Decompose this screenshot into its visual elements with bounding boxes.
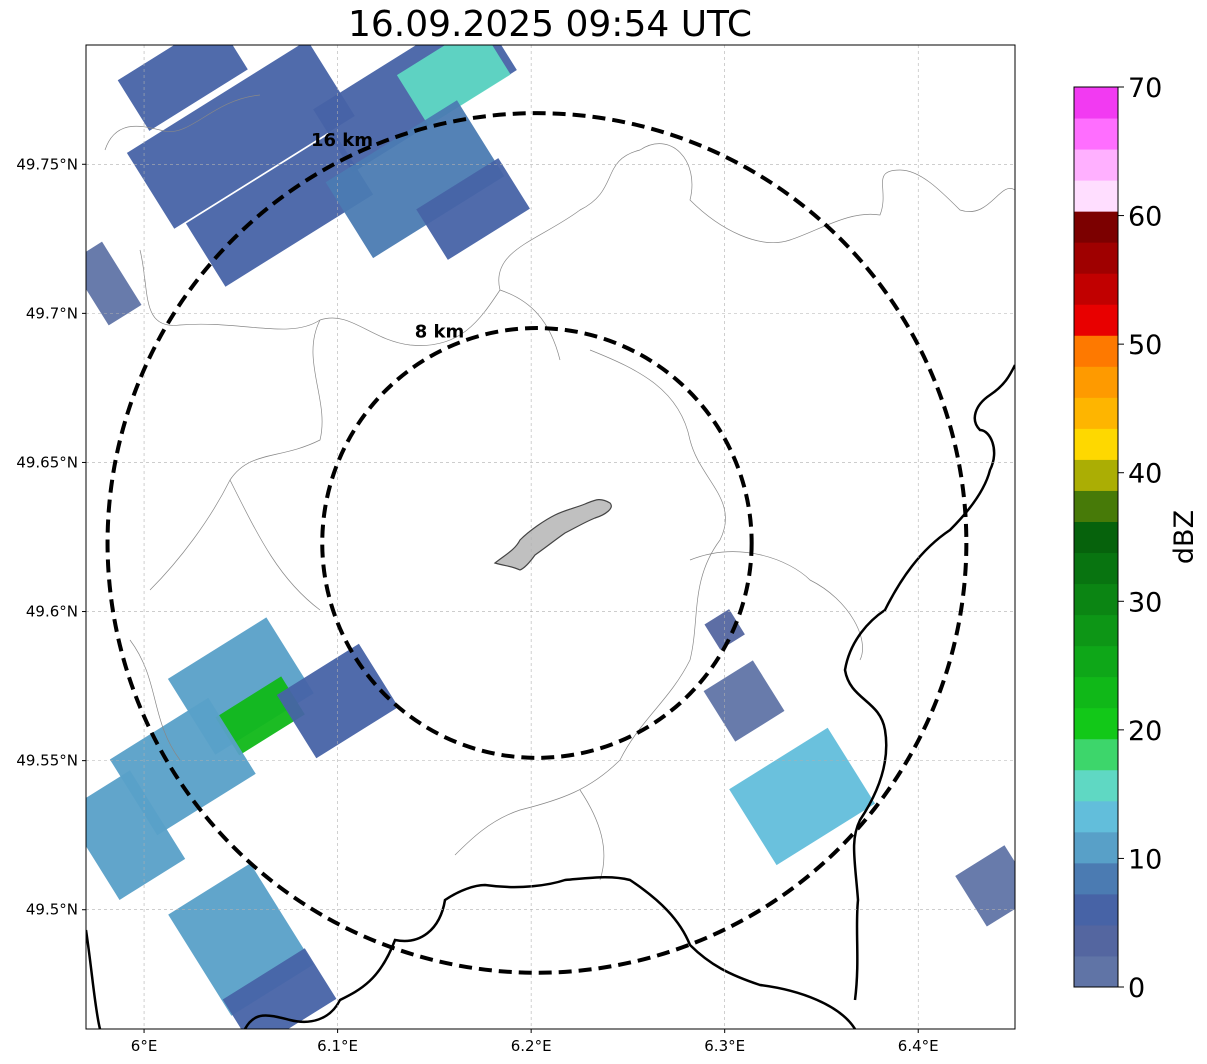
range-ring-label-0: 8 km — [415, 321, 465, 342]
colorbar-segment — [1074, 707, 1118, 740]
colorbar-segment — [1074, 614, 1118, 647]
boundary-layer — [86, 94, 1015, 1029]
map-title: 16.09.2025 09:54 UTC — [347, 4, 753, 45]
range-ring-8km — [320, 326, 754, 760]
colorbar-segment — [1074, 149, 1118, 181]
lon-tick-label: 6.3°E — [704, 1037, 745, 1055]
colorbar-segment — [1074, 521, 1118, 554]
radar-echo-12 — [86, 770, 186, 900]
radar-echo-5 — [416, 158, 530, 260]
gridlines — [86, 45, 1015, 1029]
range-rings: 8 km 16 km — [105, 111, 969, 975]
colorbar-tick-label: 60 — [1128, 202, 1162, 233]
radar-echo-18 — [955, 845, 1015, 927]
radar-echo-15 — [729, 727, 876, 866]
colorbar-segment — [1074, 459, 1118, 491]
colorbar-segment — [1074, 893, 1118, 926]
colorbar-segment — [1074, 273, 1118, 305]
colorbar-segment — [1074, 645, 1118, 678]
colorbar-label: dBZ — [1169, 510, 1200, 564]
radar-echo-2 — [396, 45, 511, 126]
colorbar-segment — [1074, 862, 1118, 895]
plot-frame — [85, 44, 1016, 1030]
lon-tick-label: 6.1°E — [317, 1037, 358, 1055]
lat-tick-label: 49.55°N — [16, 752, 78, 770]
colorbar-tick-label: 50 — [1128, 330, 1162, 361]
range-ring-label-1: 16 km — [311, 130, 373, 151]
colorbar-segment — [1074, 87, 1118, 119]
colorbar-tick-label: 20 — [1128, 716, 1162, 747]
lat-tick-label: 49.5°N — [26, 901, 78, 919]
colorbar-segment — [1074, 955, 1118, 988]
radar-echo-7 — [86, 241, 142, 326]
radar-echo-4 — [325, 100, 505, 259]
radar-echo-layer — [86, 45, 1015, 1029]
radar-echo-16 — [703, 660, 785, 742]
colorbar-segment — [1074, 118, 1118, 150]
colorbar-segment — [1074, 242, 1118, 274]
axis-labels: 6°E 6.1°E 6.2°E 6.3°E 6.4°E 49.5°N 49.55°N 49.6… — [16, 155, 938, 1055]
colorbar-segment — [1074, 366, 1118, 398]
colorbar-segment — [1074, 676, 1118, 709]
colorbar-segment — [1074, 769, 1118, 802]
range-ring-16km — [105, 111, 969, 975]
colorbar-segment — [1074, 211, 1118, 243]
colorbar-tick-label: 70 — [1128, 73, 1162, 104]
luxembourg-city-area — [493, 499, 612, 571]
colorbar-segment — [1074, 738, 1118, 771]
colorbar-tick-label: 0 — [1128, 973, 1145, 1004]
colorbar-tick-label: 10 — [1128, 844, 1162, 875]
colorbar-segment — [1074, 304, 1118, 336]
colorbar-tick-label: 40 — [1128, 459, 1162, 490]
commune-boundaries — [104, 94, 1015, 881]
lon-tick-label: 6°E — [131, 1037, 158, 1055]
colorbar-segment — [1074, 583, 1118, 616]
colorbar-tick-label: 30 — [1128, 587, 1162, 618]
colorbar-segment — [1074, 831, 1118, 864]
lat-tick-label: 49.6°N — [26, 603, 78, 621]
colorbar-segment — [1074, 800, 1118, 833]
colorbar-segment — [1074, 490, 1118, 522]
colorbar-segment — [1074, 428, 1118, 460]
lon-tick-label: 6.4°E — [898, 1037, 939, 1055]
radar-echo-14 — [222, 948, 337, 1029]
radar-echo-0 — [126, 45, 355, 229]
colorbar-segment — [1074, 924, 1118, 957]
national-border — [86, 364, 1015, 1029]
radar-echo-6 — [117, 45, 248, 131]
colorbar-segment — [1074, 552, 1118, 585]
lat-tick-label: 49.65°N — [16, 453, 78, 471]
lat-tick-label: 49.75°N — [16, 155, 78, 173]
lat-tick-label: 49.7°N — [26, 304, 78, 322]
lon-tick-label: 6.2°E — [511, 1037, 552, 1055]
colorbar-segment — [1074, 397, 1118, 429]
colorbar-segment — [1074, 335, 1118, 367]
colorbar-segment — [1074, 180, 1118, 212]
colorbar: 0 10 20 30 40 50 60 70 dBZ — [1073, 73, 1200, 1004]
